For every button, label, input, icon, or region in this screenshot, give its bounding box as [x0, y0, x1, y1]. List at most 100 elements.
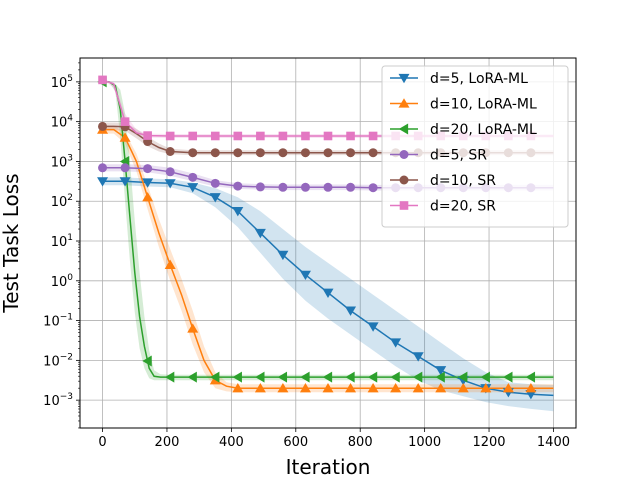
- y-tick-label: 103: [51, 153, 73, 170]
- data-point: [299, 270, 311, 281]
- data-point: [412, 382, 424, 393]
- data-point: [435, 382, 447, 393]
- legend-box: [381, 65, 569, 228]
- data-point: [255, 148, 265, 158]
- data-point: [322, 288, 334, 298]
- data-point: [165, 146, 175, 156]
- data-point: [188, 172, 198, 182]
- data-point: [255, 182, 265, 192]
- data-point: [165, 167, 175, 177]
- data-point: [278, 182, 288, 192]
- y-tick-label: 105: [51, 74, 73, 91]
- data-point: [390, 371, 400, 383]
- data-point: [209, 193, 221, 203]
- y-tick-label: 10−2: [43, 352, 73, 369]
- data-point: [278, 148, 288, 158]
- data-point: [187, 371, 197, 383]
- data-point: [210, 178, 220, 188]
- y-tick-label: 10−1: [43, 313, 73, 330]
- data-point: [232, 371, 242, 383]
- data-point: [346, 148, 356, 158]
- data-point: [503, 371, 513, 383]
- x-tick-label: 400: [219, 435, 244, 450]
- y-tick-label: 100: [51, 273, 74, 290]
- data-point: [120, 163, 130, 173]
- x-axis-label: Iteration: [286, 455, 371, 479]
- line-series-6: [102, 79, 554, 137]
- data-point: [300, 371, 310, 383]
- x-tick-label: 1200: [472, 435, 505, 450]
- data-point: [232, 207, 244, 217]
- x-tick-label: 1000: [408, 435, 441, 450]
- data-point: [301, 131, 310, 141]
- data-point: [367, 322, 379, 332]
- data-point: [525, 382, 537, 393]
- legend-label: d=10, SR: [430, 173, 496, 189]
- data-point: [142, 355, 152, 367]
- data-point: [502, 382, 514, 393]
- data-point: [323, 148, 333, 158]
- data-point: [255, 371, 265, 383]
- data-point: [299, 382, 311, 393]
- data-point: [458, 371, 468, 383]
- y-axis-ticks: 10−3 10−2 10−1 100 101 102 103 104 105: [43, 62, 80, 429]
- data-point: [165, 131, 175, 141]
- legend-label: d=20, LoRA-ML: [430, 122, 537, 138]
- data-point: [345, 382, 357, 393]
- data-point: [277, 250, 289, 261]
- legend-label: d=5, LoRA-ML: [430, 71, 528, 87]
- data-point: [143, 164, 153, 174]
- data-point: [390, 338, 402, 348]
- data-point: [164, 179, 176, 189]
- x-tick-label: 1400: [537, 435, 570, 450]
- data-point: [346, 131, 355, 141]
- data-point: [390, 382, 402, 393]
- y-tick-label: 104: [51, 114, 74, 131]
- x-tick-label: 800: [348, 435, 373, 450]
- data-point: [98, 121, 108, 131]
- data-point: [323, 131, 333, 141]
- data-point: [164, 371, 175, 383]
- data-point: [399, 175, 409, 185]
- data-point: [188, 131, 198, 141]
- data-point: [300, 182, 310, 192]
- data-point: [277, 382, 289, 393]
- data-point: [398, 73, 410, 84]
- data-point: [322, 382, 334, 393]
- band-series-3: [102, 81, 554, 381]
- legend: d=5, LoRA-ML d=10, LoRA-ML d=20, LoRA-ML d=…: [381, 65, 569, 228]
- data-point: [435, 371, 445, 383]
- data-point: [300, 148, 310, 158]
- data-point: [188, 148, 198, 158]
- data-point: [233, 181, 243, 191]
- data-point: [345, 306, 357, 316]
- data-point: [142, 192, 154, 202]
- y-axis-label: Test Task Loss: [0, 173, 23, 313]
- data-point: [210, 148, 220, 158]
- data-point: [187, 323, 199, 333]
- data-point: [368, 131, 378, 141]
- data-point: [164, 259, 176, 270]
- data-point: [399, 150, 409, 159]
- data-point: [525, 390, 537, 400]
- data-point: [480, 382, 492, 393]
- data-point: [187, 183, 199, 193]
- data-point: [143, 131, 152, 140]
- legend-label: d=10, LoRA-ML: [430, 97, 537, 113]
- data-point: [322, 371, 333, 383]
- data-point: [278, 131, 288, 141]
- data-point: [368, 148, 378, 158]
- legend-label: d=20, SR: [430, 199, 496, 215]
- y-tick-label: 10−3: [43, 392, 73, 409]
- data-point: [399, 201, 409, 210]
- data-point: [254, 228, 266, 239]
- data-point: [412, 352, 424, 362]
- data-point: [345, 371, 355, 383]
- x-axis-ticks: 0 200 400 600 800 1000 1200 1400: [98, 428, 570, 450]
- data-point: [233, 131, 243, 141]
- data-point: [232, 382, 244, 393]
- data-point: [412, 371, 423, 383]
- data-point: [98, 75, 107, 85]
- data-point: [97, 177, 109, 187]
